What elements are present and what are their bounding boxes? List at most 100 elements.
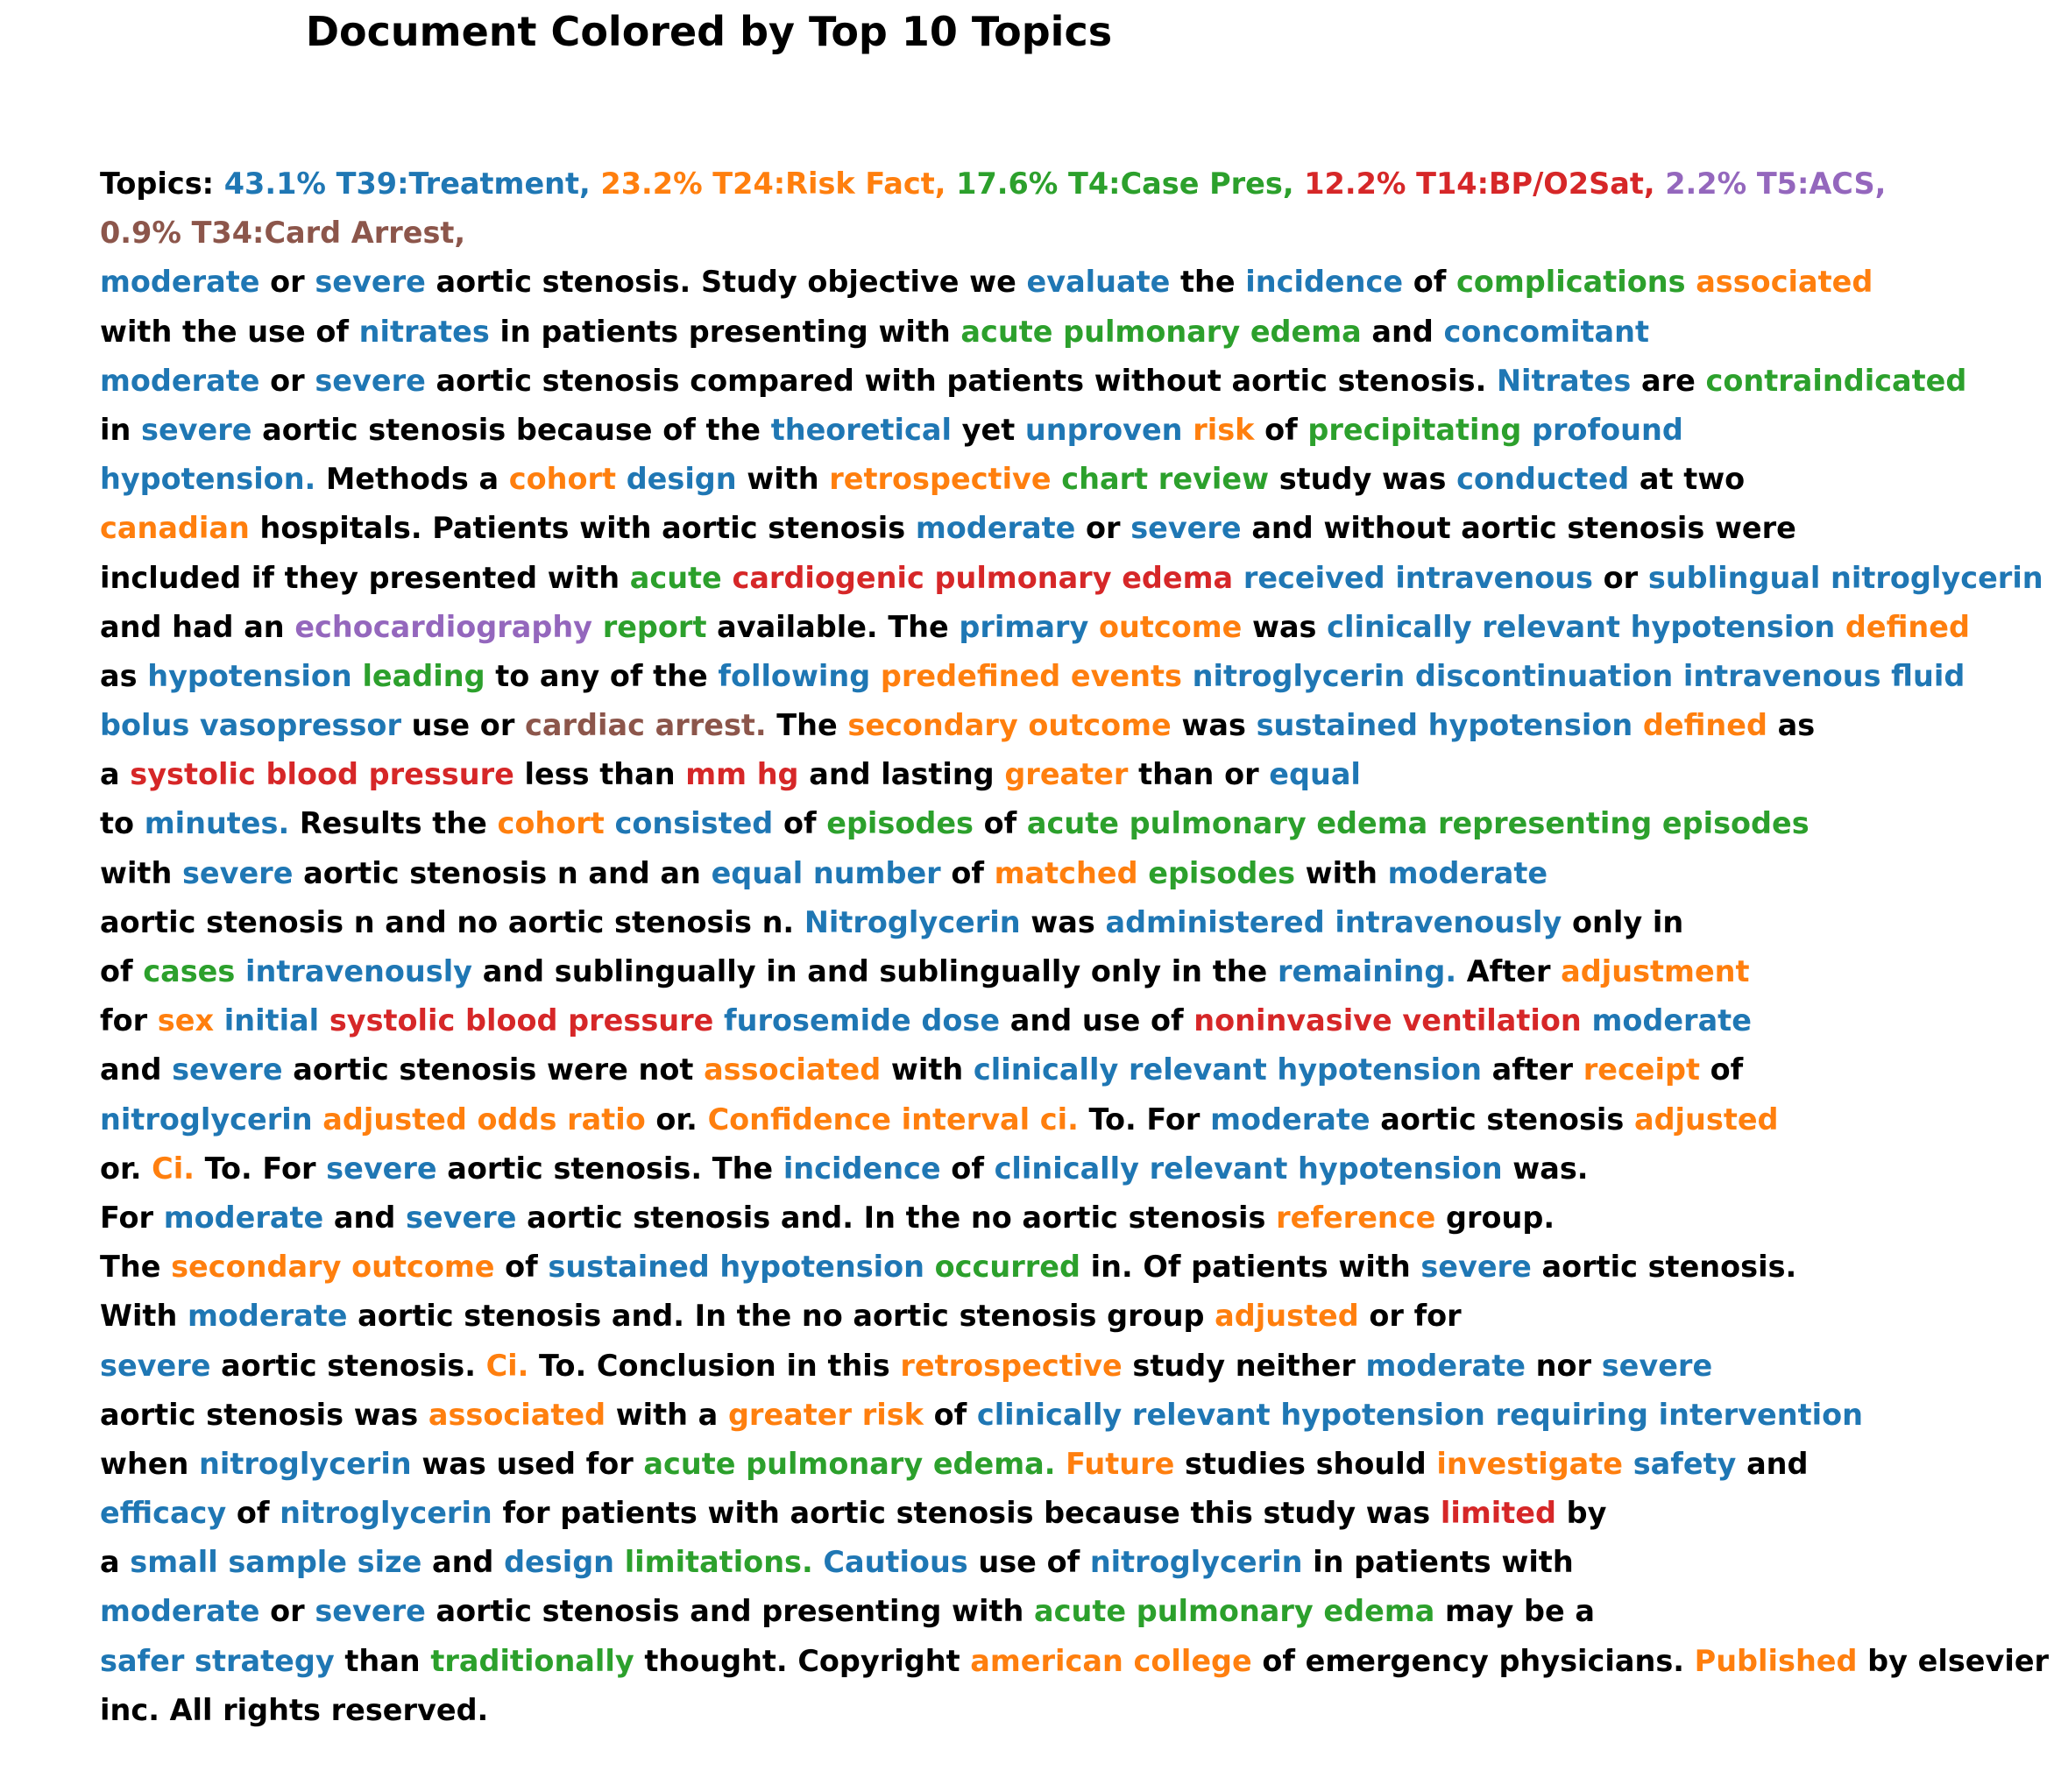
document-line: bolus vasopressor use or cardiac arrest.… <box>100 701 2049 750</box>
plain-text: thought. Copyright <box>634 1643 971 1678</box>
document-line: hypotension. Methods a cohort design wit… <box>100 455 2049 504</box>
plain-text: aortic stenosis was <box>100 1397 428 1432</box>
document-line: moderate or severe aortic stenosis compa… <box>100 357 2049 406</box>
topic-word-t39: moderate <box>1365 1348 1526 1383</box>
topic-word-t39: incidence <box>1245 265 1404 300</box>
topic-word-t24: Ci. <box>152 1151 195 1186</box>
topic-word-t39: clinically relevant hypotension <box>1327 609 1836 644</box>
plain-text: only in <box>1562 904 1684 939</box>
plain-text: aortic stenosis and presenting with <box>425 1594 1034 1629</box>
plain-text: less than <box>513 757 686 792</box>
plain-text: of <box>100 954 144 988</box>
topic-word-t24: associated <box>704 1052 882 1087</box>
plain-text: of <box>494 1250 549 1285</box>
topic-word-t4: acute pulmonary edema. <box>643 1446 1056 1481</box>
topic-word-t24: Published <box>1694 1643 1858 1678</box>
plain-text: hospitals. Patients with aortic stenosis <box>249 511 916 546</box>
topic-word-t4: acute pulmonary edema representing episo… <box>1026 806 1810 841</box>
topic-word-t24: predefined events <box>880 658 1182 693</box>
topic-word-t39: incidence <box>783 1151 941 1186</box>
plain-text: than or <box>1128 757 1270 792</box>
topic-word-t24: Confidence interval ci. <box>707 1101 1079 1137</box>
plain-text: use or <box>400 708 526 743</box>
plain-text: or <box>259 363 315 398</box>
plain-text <box>924 1250 935 1284</box>
plain-text: aortic stenosis n and no aortic stenosis… <box>100 904 804 939</box>
topic-word-t24: risk <box>1193 412 1255 447</box>
plain-text: aortic stenosis <box>1370 1101 1634 1137</box>
topic-word-t24: 23.2% T24:Risk Fact, <box>600 166 946 201</box>
topic-word-t39: moderate <box>1591 1003 1752 1038</box>
topic-word-t24: sex <box>157 1003 215 1038</box>
plain-text <box>605 806 615 840</box>
topic-word-t14: mm hg <box>685 757 799 792</box>
topic-word-t4: traditionally <box>430 1643 634 1678</box>
topic-word-t39: severe <box>315 363 426 398</box>
plain-text: than <box>334 1643 431 1678</box>
plain-text: of <box>773 806 827 841</box>
topic-legend-line: Topics: 43.1% T39:Treatment, 23.2% T24:R… <box>100 159 2049 209</box>
topic-word-t24: outcome <box>1098 609 1243 644</box>
plain-text: aortic stenosis and. In the no aortic st… <box>347 1299 1215 1334</box>
document-line: when nitroglycerin was used for acute pu… <box>100 1440 2049 1489</box>
plain-text: or <box>259 265 315 300</box>
topic-word-t39: moderate <box>163 1200 324 1235</box>
plain-text: study neither <box>1122 1348 1366 1383</box>
topic-word-t4: chart review <box>1061 462 1270 497</box>
topic-word-t14: 12.2% T14:BP/O2Sat, <box>1304 166 1655 201</box>
plain-text: Topics: <box>100 166 224 201</box>
topic-word-t39: moderate <box>100 363 260 398</box>
plain-text <box>1056 1447 1066 1481</box>
plain-text: as <box>1767 708 1816 743</box>
topic-word-t4: acute <box>629 560 722 595</box>
topic-word-t4: leading <box>362 658 485 693</box>
plain-text: To. For <box>1078 1101 1211 1137</box>
topic-word-t39: consisted <box>614 806 774 841</box>
plain-text: inc. All rights reserved. <box>100 1692 489 1727</box>
plain-text: group. <box>1435 1200 1555 1235</box>
plain-text <box>235 954 245 988</box>
topic-word-t24: defined <box>1845 609 1970 644</box>
topic-word-t39: moderate <box>1387 855 1548 890</box>
plain-text: aortic stenosis and. In the no aortic st… <box>516 1200 1277 1235</box>
plain-text: The <box>766 708 848 743</box>
topic-word-t34: cardiac arrest. <box>525 708 767 743</box>
document-line: nitroglycerin adjusted odds ratio or. Co… <box>100 1095 2049 1144</box>
plain-text: with <box>736 462 830 497</box>
topic-word-t39: moderate <box>100 1594 260 1629</box>
topic-word-t4: episodes <box>1148 855 1296 890</box>
topic-word-t39: small sample size <box>130 1545 422 1580</box>
topic-word-t39: theoretical <box>770 412 952 447</box>
document-line: severe aortic stenosis. Ci. To. Conclusi… <box>100 1342 2049 1391</box>
topic-word-t39: safer strategy <box>100 1643 335 1678</box>
plain-text: Results the <box>289 806 498 841</box>
topic-word-t14: noninvasive ventilation <box>1193 1003 1582 1038</box>
chart-title: Document Colored by Top 10 Topics <box>305 8 1113 55</box>
plain-text <box>592 610 603 644</box>
plain-text <box>1521 413 1532 447</box>
topic-word-t24: reference <box>1276 1200 1436 1235</box>
topic-word-t39: profound <box>1532 412 1683 447</box>
plain-text <box>870 659 881 693</box>
plain-text: of <box>1403 265 1457 300</box>
plain-text <box>713 1003 724 1038</box>
topic-word-t39: nitroglycerin <box>1089 1545 1303 1580</box>
document-line: in severe aortic stenosis because of the… <box>100 406 2049 455</box>
topic-word-t24: Ci. <box>485 1348 529 1383</box>
document-line: With moderate aortic stenosis and. In th… <box>100 1292 2049 1341</box>
topic-word-t39: severe <box>315 265 426 300</box>
plain-text: study was <box>1269 462 1457 497</box>
topic-word-t39: nitrates <box>358 314 490 349</box>
plain-text: a <box>100 1545 131 1580</box>
plain-text: and <box>100 1052 173 1087</box>
topic-word-t24: associated <box>1696 265 1873 300</box>
plain-text: To. For <box>194 1151 327 1186</box>
document-line: safer strategy than traditionally though… <box>100 1637 2049 1686</box>
topic-word-t14: limited <box>1440 1496 1556 1531</box>
topic-word-t39: unproven <box>1024 412 1183 447</box>
plain-text <box>1633 708 1643 742</box>
topic-word-t24: secondary outcome <box>847 708 1172 743</box>
topic-word-t39: clinically relevant hypotension <box>973 1052 1482 1087</box>
plain-text: or <box>1075 511 1131 546</box>
document-line: as hypotension leading to any of the fol… <box>100 652 2049 701</box>
